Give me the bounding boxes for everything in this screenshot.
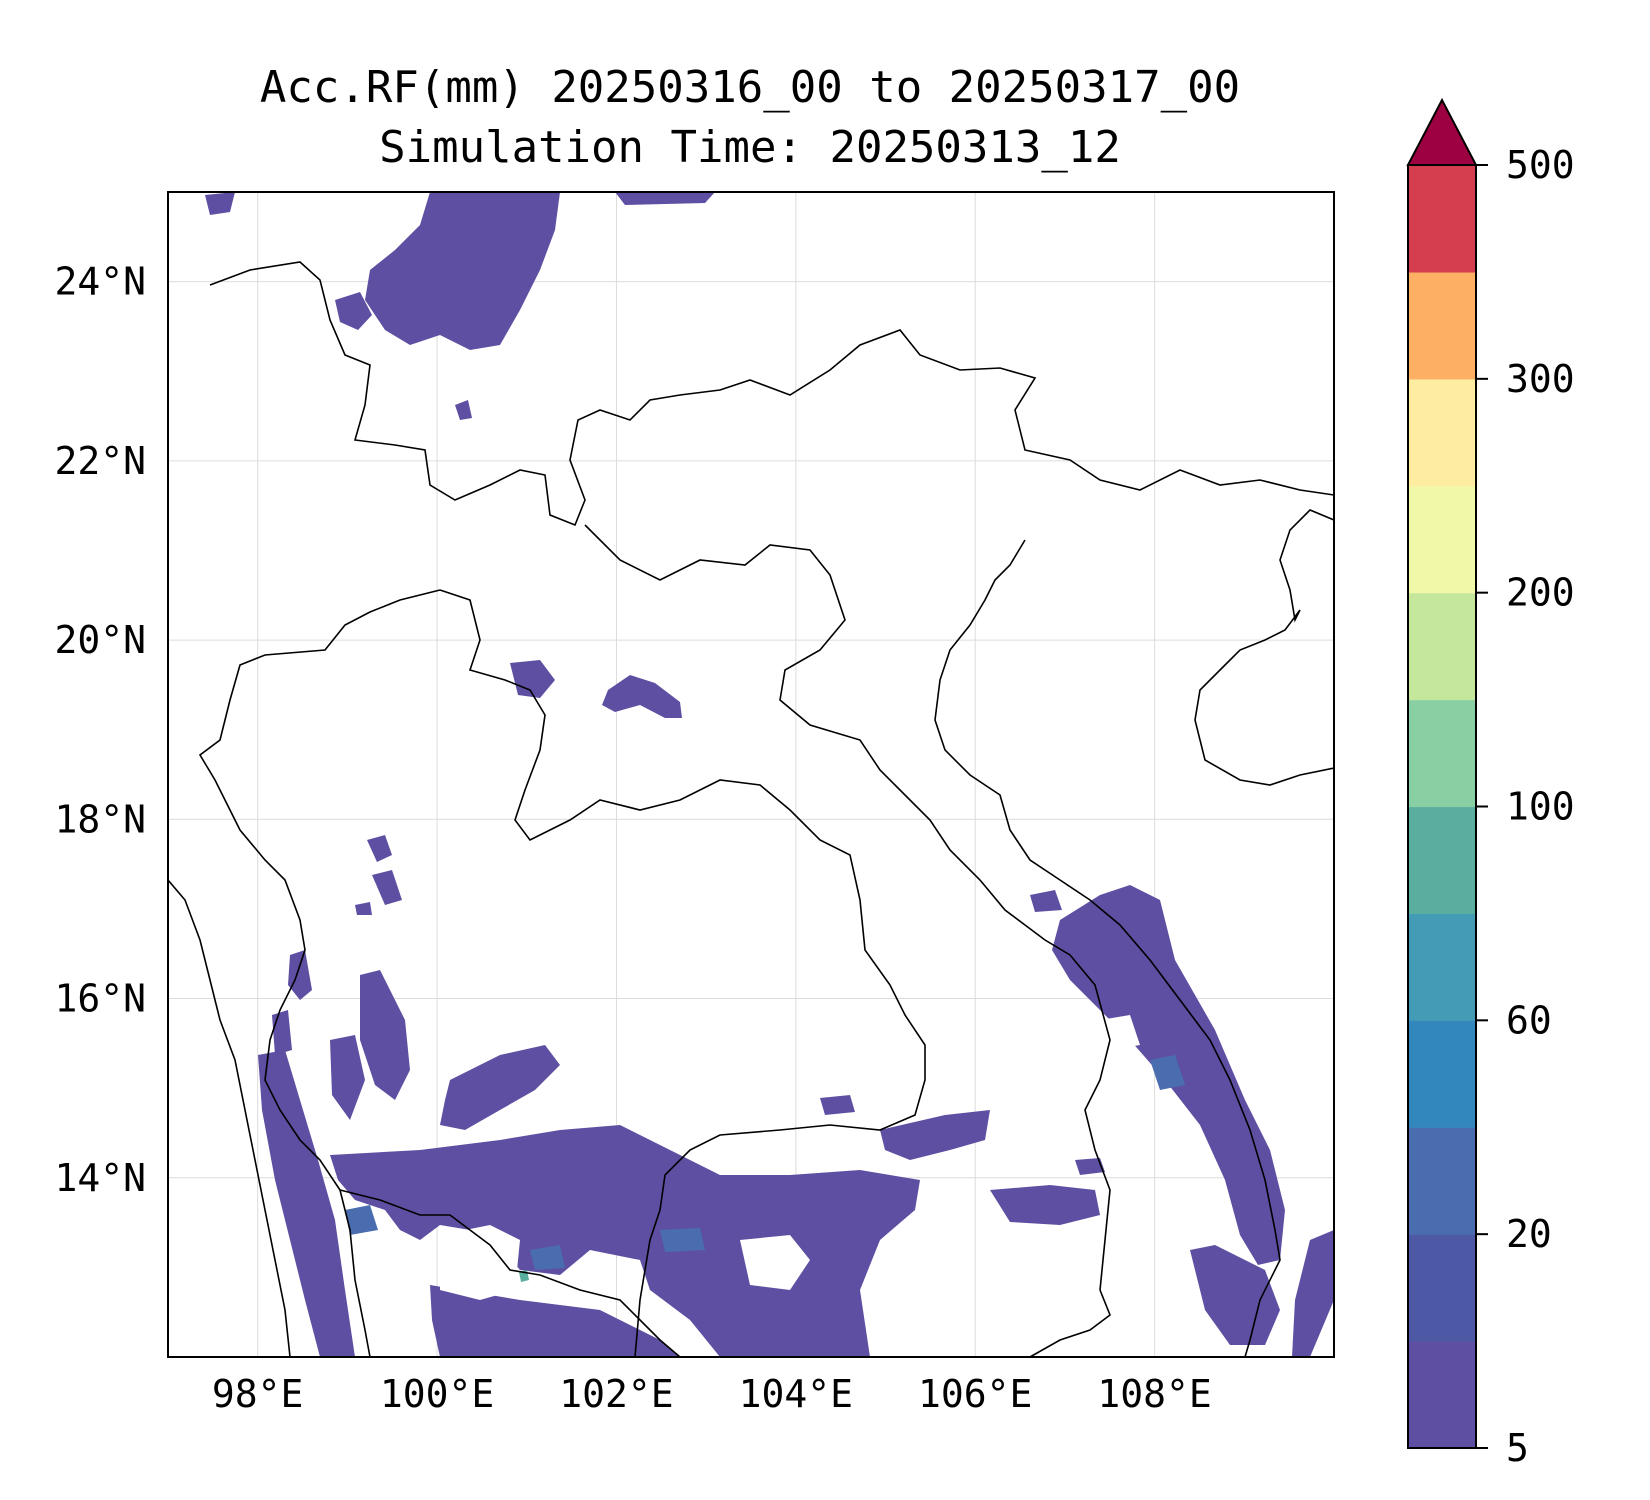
- rain-area-se-edge: [1292, 1230, 1334, 1357]
- rain-area-vietnam-south: [1190, 1245, 1280, 1345]
- borders-coastlines: [168, 261, 1334, 1357]
- lat-tick-label: 20°N: [54, 618, 146, 662]
- map-title-line2: Simulation Time: 20250313_12: [379, 122, 1121, 173]
- colorbar-band: [1408, 1020, 1476, 1128]
- lat-tick-label: 22°N: [54, 439, 146, 483]
- rain-area-north-laos: [510, 660, 555, 698]
- colorbar-bands: [1408, 165, 1476, 1449]
- lat-tick-label: 24°N: [54, 260, 146, 304]
- colorbar-tick-label: 500: [1506, 143, 1575, 187]
- border-laos-thailand: [439, 589, 926, 1357]
- lon-tick-label: 104°E: [739, 1372, 853, 1416]
- colorbar-band: [1408, 1234, 1476, 1342]
- lat-tick-label: 18°N: [54, 797, 146, 841]
- lon-tick-label: 108°E: [1097, 1372, 1211, 1416]
- rain-area-central-west-2: [330, 1035, 365, 1120]
- rain-patch-4: [355, 902, 372, 915]
- rain-core-4: [1150, 1055, 1185, 1090]
- colorbar: 5 20 60 100 200 300 500: [1406, 97, 1575, 1470]
- rain-patch-1: [455, 400, 472, 420]
- colorbar-tick-label: 60: [1506, 998, 1552, 1042]
- coast-andaman: [168, 879, 291, 1357]
- colorbar-tick-label: 20: [1506, 1212, 1552, 1256]
- map-frame: [167, 191, 1335, 1358]
- rain-core-3: [660, 1228, 705, 1252]
- rain-area-east-cambodia: [990, 1185, 1100, 1225]
- colorbar-tick-label: 300: [1506, 357, 1575, 401]
- rain-patch-5: [820, 1095, 855, 1115]
- rain-area-gulf-coast: [430, 1285, 680, 1357]
- coast-gulf-of-thailand: [339, 1189, 681, 1357]
- colorbar-band: [1408, 699, 1476, 808]
- rain-area-yunnan-nw: [205, 192, 235, 215]
- rain-patch-3: [372, 870, 402, 905]
- rain-area-north-edge: [615, 192, 715, 205]
- lon-tick-label: 98°E: [212, 1372, 304, 1416]
- rain-area-west: [288, 950, 312, 1000]
- dry-area-cambodia: [740, 1235, 810, 1290]
- rain-core-2: [530, 1245, 565, 1270]
- colorbar-tick-label: 5: [1506, 1426, 1529, 1470]
- dry-area-gulf: [440, 1225, 520, 1300]
- colorbar-band: [1408, 592, 1476, 701]
- rain-patch-7: [1030, 890, 1062, 912]
- rain-area-central-west: [360, 970, 410, 1100]
- border-china-myanmar: [209, 261, 1334, 527]
- rain-area-southeast-cambodia: [880, 1110, 990, 1160]
- colorbar-band: [1408, 1341, 1476, 1449]
- graticule: [168, 192, 1334, 1357]
- rain-patch-2: [367, 835, 392, 862]
- map-panel: 98°E 100°E 102°E 104°E 106°E 108°E 14°N 16°N 18…: [54, 191, 1335, 1416]
- colorbar-extend-arrow: [1406, 97, 1478, 166]
- rain-area-yunnan-west: [335, 292, 372, 330]
- rain-area-yunnan: [365, 192, 560, 350]
- lat-tick-label: 14°N: [54, 1156, 146, 1200]
- rain-area-south-band: [330, 1125, 920, 1357]
- coast-vietnam: [1194, 509, 1334, 786]
- rain-patch-6: [1075, 1158, 1105, 1175]
- rain-core-1: [345, 1205, 378, 1235]
- colorbar-ticks: 5 20 60 100 200 300 500: [1476, 143, 1575, 1470]
- colorbar-band: [1408, 806, 1476, 915]
- colorbar-tick-label: 100: [1506, 785, 1575, 829]
- coast-vietnam-main: [934, 539, 1281, 1357]
- colorbar-band: [1408, 913, 1476, 1021]
- colorbar-band: [1408, 378, 1476, 487]
- map-title-line1: Acc.RF(mm) 20250316_00 to 20250317_00: [259, 62, 1241, 113]
- rainfall-field: [168, 192, 1334, 1357]
- coast-south-vietnam: [1029, 1289, 1111, 1357]
- lon-tick-label: 100°E: [380, 1372, 494, 1416]
- colorbar-tick-label: 200: [1506, 571, 1575, 615]
- rain-area-north-laos-east: [602, 675, 682, 718]
- colorbar-band: [1408, 485, 1476, 594]
- colorbar-band: [1408, 271, 1476, 380]
- latitude-ticks: 14°N 16°N 18°N 20°N 22°N 24°N: [54, 260, 146, 1200]
- rain-area-tenasserim: [258, 1050, 355, 1357]
- rain-area-central: [440, 1045, 560, 1130]
- colorbar-band: [1408, 165, 1476, 273]
- longitude-ticks: 98°E 100°E 102°E 104°E 106°E 108°E: [212, 1372, 1212, 1416]
- lat-tick-label: 16°N: [54, 977, 146, 1021]
- colorbar-band: [1408, 1127, 1476, 1235]
- border-laos-vietnam: [584, 524, 1111, 1291]
- lon-tick-label: 106°E: [918, 1372, 1032, 1416]
- border-myanmar-thailand: [198, 589, 441, 1357]
- lon-tick-label: 102°E: [559, 1372, 673, 1416]
